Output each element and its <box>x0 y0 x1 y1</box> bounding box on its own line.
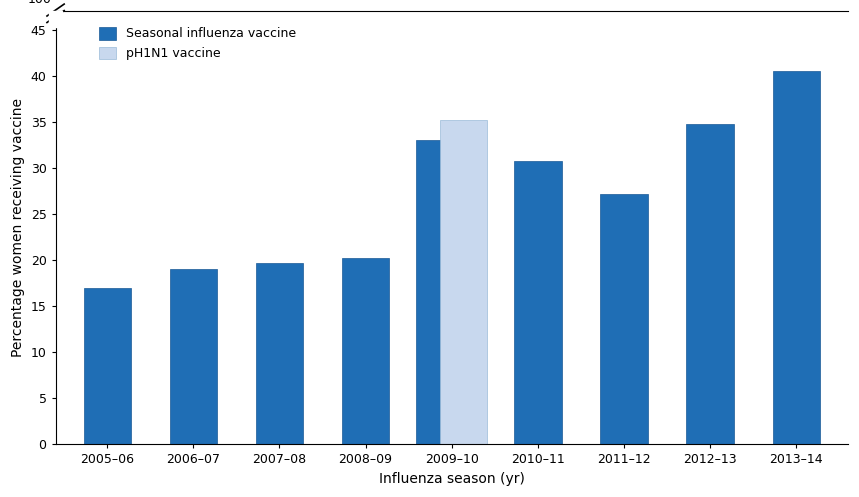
Legend: Seasonal influenza vaccine, pH1N1 vaccine: Seasonal influenza vaccine, pH1N1 vaccin… <box>94 22 302 65</box>
Y-axis label: Percentage women receiving vaccine: Percentage women receiving vaccine <box>11 98 25 357</box>
Bar <box>440 120 487 444</box>
Bar <box>417 140 464 444</box>
X-axis label: Influenza season (yr): Influenza season (yr) <box>379 472 525 486</box>
Bar <box>256 263 303 444</box>
Bar <box>83 288 131 444</box>
Bar <box>170 269 217 444</box>
Bar <box>342 258 389 444</box>
Bar <box>515 162 562 444</box>
Bar <box>772 71 819 444</box>
Bar <box>600 194 648 444</box>
Text: 100: 100 <box>27 0 52 6</box>
Bar <box>686 124 734 444</box>
